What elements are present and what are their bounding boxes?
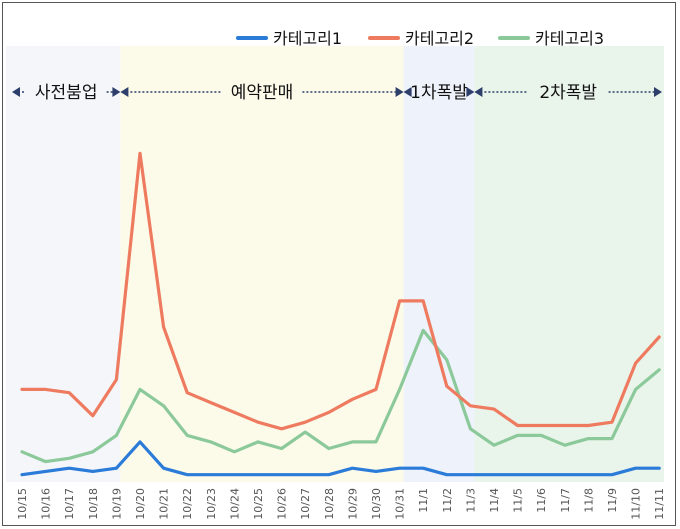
x-tick-label: 10/24 <box>228 488 241 520</box>
x-tick-label: 11/11 <box>653 488 666 520</box>
phase-arrow-head-right <box>466 87 475 97</box>
series-line-3 <box>20 328 661 464</box>
x-tick-label: 10/20 <box>134 488 147 520</box>
phase-label: 1차폭발 <box>410 83 468 103</box>
x-tick-label: 10/23 <box>205 488 218 520</box>
legend-label-1: 카테고리1 <box>273 29 342 48</box>
phase-band <box>6 46 121 482</box>
x-tick-label: 10/16 <box>40 488 53 520</box>
x-tick-label: 11/8 <box>582 488 595 513</box>
x-tick-label: 10/22 <box>181 488 194 520</box>
x-tick-label: 11/4 <box>488 488 501 513</box>
x-tick-label: 10/25 <box>252 488 265 520</box>
x-tick-label: 10/30 <box>370 488 383 520</box>
phase-arrow-head-right <box>654 87 662 97</box>
phase-arrow-head-right <box>395 87 404 97</box>
series-line-2 <box>20 151 661 431</box>
x-tick-label: 11/1 <box>417 488 430 513</box>
phase-arrow-head-left <box>474 87 483 97</box>
x-tick-label: 10/28 <box>323 488 336 520</box>
phase-arrow-head-right <box>112 87 121 97</box>
x-tick-label: 11/3 <box>464 488 477 513</box>
phase-arrow-head-left <box>12 87 20 97</box>
phase-band <box>474 46 664 482</box>
phase-arrow-head-left <box>120 87 129 97</box>
x-tick-label: 10/29 <box>346 488 359 520</box>
x-tick-label: 10/19 <box>110 488 123 520</box>
legend-label-3: 카테고리3 <box>535 29 604 48</box>
x-tick-label: 10/17 <box>63 488 76 520</box>
x-tick-label: 10/18 <box>87 488 100 520</box>
x-tick-label: 10/31 <box>394 488 407 520</box>
phase-band <box>403 46 475 482</box>
phase-band <box>120 46 404 482</box>
x-tick-label: 10/27 <box>299 488 312 520</box>
x-tick-label: 11/10 <box>630 488 643 520</box>
x-tick-label: 11/9 <box>606 488 619 513</box>
x-tick-label: 11/5 <box>512 488 525 513</box>
phase-label: 예약판매 <box>231 83 294 103</box>
legend-label-2: 카테고리2 <box>405 29 474 48</box>
phase-label: 사전붐업 <box>35 83 98 103</box>
x-tick-label: 10/21 <box>158 488 171 520</box>
x-tick-label: 11/2 <box>441 488 454 513</box>
phase-label: 2차폭발 <box>539 83 597 103</box>
x-tick-label: 10/15 <box>16 488 29 520</box>
series-line-1 <box>20 440 661 477</box>
x-tick-label: 11/6 <box>535 488 548 513</box>
x-tick-label: 10/26 <box>276 488 289 520</box>
x-tick-label: 11/7 <box>559 488 572 513</box>
phase-arrow-head-left <box>403 87 412 97</box>
